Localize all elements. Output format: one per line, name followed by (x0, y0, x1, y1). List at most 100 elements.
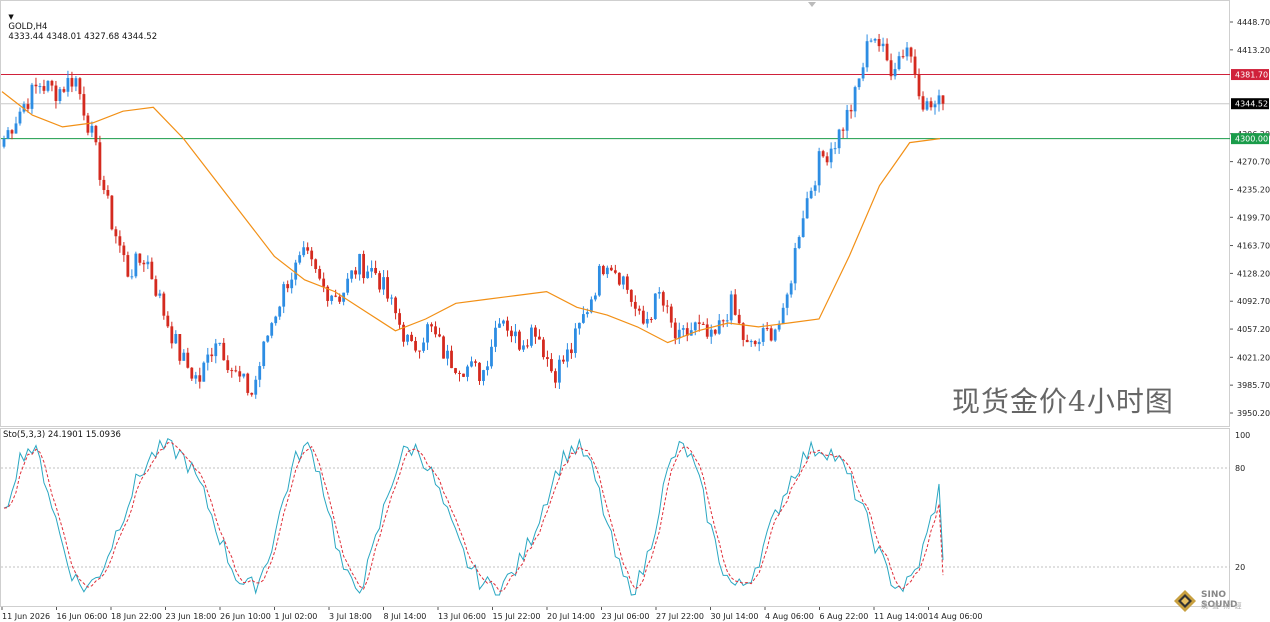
candle-body (526, 345, 529, 347)
price-tick-label: 4270.70 (1237, 158, 1270, 167)
candle-body (474, 361, 477, 363)
time-tick-label: 11 Aug 14:00 (874, 612, 928, 621)
time-tick-label: 1 Jul 02:00 (275, 612, 318, 621)
candle-body (845, 109, 849, 131)
candle-body (769, 328, 773, 341)
price-tick-label: 4128.20 (1237, 269, 1270, 278)
candle-body (198, 375, 202, 382)
price-tick-label: 3950.20 (1237, 409, 1270, 418)
candle-body (657, 292, 661, 294)
candle-body (434, 326, 437, 335)
candle-body (286, 284, 290, 289)
osc-axis-label: 80 (1235, 464, 1245, 473)
candle-body (426, 324, 429, 343)
candle-body (701, 323, 705, 325)
candle-body (470, 361, 473, 367)
candle-body (929, 101, 933, 108)
candle-body (266, 335, 270, 342)
candle-body (298, 255, 302, 263)
candle-body (885, 43, 889, 61)
time-tick-label: 23 Jul 06:00 (602, 612, 650, 621)
time-tick-label: 6 Aug 22:00 (820, 612, 869, 621)
candle-body (242, 373, 246, 377)
price-tick-label: 4235.20 (1237, 185, 1270, 194)
candle-body (865, 41, 869, 68)
candle-body (402, 324, 405, 342)
candle-body (913, 56, 917, 75)
candle-body (258, 366, 262, 380)
price-tick-label: 4448.70 (1237, 18, 1270, 27)
candle-body (6, 130, 10, 139)
candle-body (741, 323, 745, 340)
candle-body (442, 336, 445, 359)
candle-body (226, 360, 230, 371)
dropdown-icon[interactable]: ▼ (8, 13, 14, 21)
candle-body (506, 320, 509, 331)
candle-body (326, 286, 330, 301)
candle-body (713, 329, 717, 334)
candle-body (106, 190, 110, 196)
stochastic-oscillator: 100 80 20 (1, 431, 1250, 596)
candle-body (42, 86, 46, 91)
candle-body (897, 56, 901, 70)
candle-body (494, 327, 497, 347)
candle-body (669, 306, 673, 323)
candle-body (302, 247, 306, 256)
candle-body (573, 328, 577, 354)
candle-body (661, 292, 665, 306)
candle-body (697, 322, 701, 324)
candle-body (633, 301, 637, 309)
candle-body (66, 77, 70, 92)
candle-body (498, 323, 501, 328)
candle-body (54, 85, 58, 102)
candle-body (430, 324, 433, 327)
candle-body (482, 370, 485, 382)
candle-body (270, 323, 274, 336)
candle-body (909, 47, 913, 57)
time-tick-label: 8 Jul 14:00 (384, 612, 427, 621)
candle-body (777, 323, 781, 330)
candle-body (162, 293, 166, 316)
price-tick-label: 4199.70 (1237, 213, 1270, 222)
candle-body (306, 247, 310, 251)
candle-body (210, 354, 214, 357)
candle-body (314, 259, 318, 270)
candle-body (917, 74, 921, 97)
candle-body (833, 148, 837, 150)
candle-body (334, 295, 338, 297)
candle-body (114, 229, 118, 237)
candle-body (877, 38, 881, 47)
candle-body (142, 262, 146, 265)
shift-marker-icon[interactable] (808, 2, 816, 7)
ma-line (1, 91, 941, 344)
candle-body (645, 318, 649, 324)
candle-body (446, 350, 449, 359)
candle-body (354, 270, 358, 275)
candle-body (693, 322, 697, 331)
candle-body (462, 373, 465, 377)
candle-body (386, 277, 389, 299)
price-tick-label: 4092.70 (1237, 297, 1270, 306)
candle-body (881, 43, 885, 47)
candle-body (254, 379, 258, 395)
candle-body (585, 312, 589, 315)
candle-body (737, 314, 741, 324)
candle-body (550, 359, 553, 372)
logo-diamond-icon (1174, 590, 1196, 612)
watermark-title: 现货金价4小时图 (952, 385, 1174, 418)
candle-body (378, 273, 381, 290)
candle-body (617, 272, 621, 285)
time-tick-label: 27 Jul 22:00 (656, 612, 704, 621)
candle-body (450, 350, 453, 369)
level-label-box (1231, 69, 1269, 81)
candle-body (873, 38, 877, 41)
candle-body (454, 368, 457, 373)
candle-body (346, 278, 350, 293)
candle-body (82, 94, 86, 116)
candle-body (765, 328, 769, 330)
candle-body (534, 327, 537, 337)
candle-body (202, 362, 206, 382)
candle-body (158, 293, 162, 296)
candle-body (186, 352, 190, 368)
